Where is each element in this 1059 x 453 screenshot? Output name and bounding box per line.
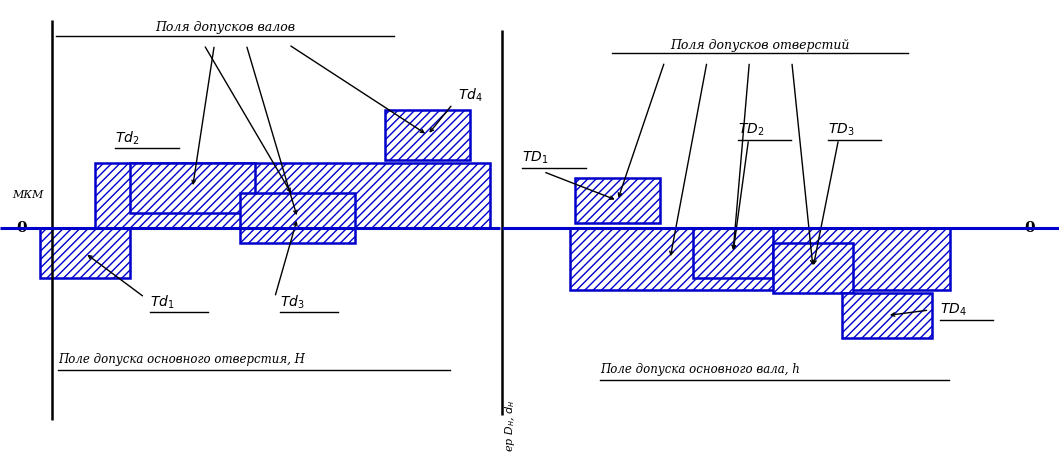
Text: Поля допусков валов: Поля допусков валов — [155, 21, 295, 34]
Text: Номинальный размер $D_н$, $d_н$: Номинальный размер $D_н$, $d_н$ — [503, 400, 517, 453]
Text: Поля допусков отверстий: Поля допусков отверстий — [670, 39, 849, 52]
Text: 0: 0 — [17, 221, 28, 235]
Text: $Td_1$: $Td_1$ — [150, 293, 175, 311]
Bar — [385, 110, 470, 160]
Text: $Td_4$: $Td_4$ — [457, 87, 483, 104]
Text: $TD_1$: $TD_1$ — [522, 150, 549, 166]
Text: Поле допуска основного отверстия, H: Поле допуска основного отверстия, H — [58, 353, 305, 366]
Bar — [842, 293, 932, 338]
Bar — [240, 193, 355, 243]
Bar — [575, 178, 660, 223]
Bar — [95, 163, 490, 228]
Bar — [570, 228, 950, 290]
Bar — [773, 243, 852, 293]
Text: МКМ: МКМ — [13, 190, 43, 200]
Text: Поле допуска основного вала, h: Поле допуска основного вала, h — [600, 363, 800, 376]
Text: $TD_2$: $TD_2$ — [738, 122, 765, 138]
Text: $TD_3$: $TD_3$ — [828, 122, 855, 138]
Text: 0: 0 — [1025, 221, 1036, 235]
Text: $TD_4$: $TD_4$ — [940, 302, 967, 318]
Bar — [40, 228, 130, 278]
Bar — [693, 228, 773, 278]
Text: $Td_2$: $Td_2$ — [115, 129, 140, 147]
Bar — [130, 163, 255, 213]
Text: $Td_3$: $Td_3$ — [280, 293, 305, 311]
